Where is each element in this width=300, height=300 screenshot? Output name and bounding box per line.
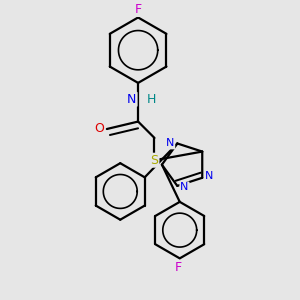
Text: F: F: [134, 3, 142, 16]
Text: N: N: [166, 139, 174, 148]
Text: O: O: [94, 122, 104, 136]
Text: F: F: [175, 261, 182, 274]
Text: S: S: [151, 154, 158, 167]
Text: N: N: [127, 93, 136, 106]
Text: N: N: [180, 182, 189, 192]
Text: N: N: [205, 171, 214, 181]
Text: H: H: [146, 93, 156, 106]
